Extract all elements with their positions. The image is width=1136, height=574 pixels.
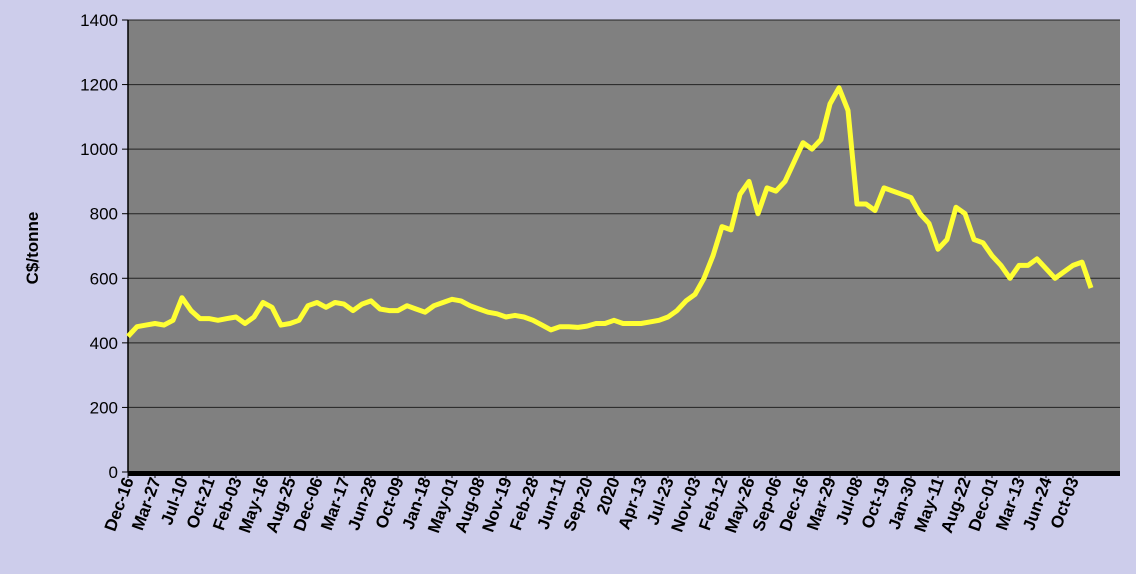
y-tick-label: 600 xyxy=(90,269,118,288)
x-axis xyxy=(128,471,1120,476)
y-tick-label: 1200 xyxy=(80,76,118,95)
y-tick-label: 800 xyxy=(90,205,118,224)
y-tick-label: 1400 xyxy=(80,11,118,30)
plot-area xyxy=(128,20,1120,472)
y-tick-label: 400 xyxy=(90,334,118,353)
data-line xyxy=(126,85,1094,339)
y-tick-label: 1000 xyxy=(80,140,118,159)
y-tick-label: 200 xyxy=(90,398,118,417)
y-tick-label: 0 xyxy=(109,463,118,482)
y-axis-label: C$/tonne xyxy=(23,212,42,285)
